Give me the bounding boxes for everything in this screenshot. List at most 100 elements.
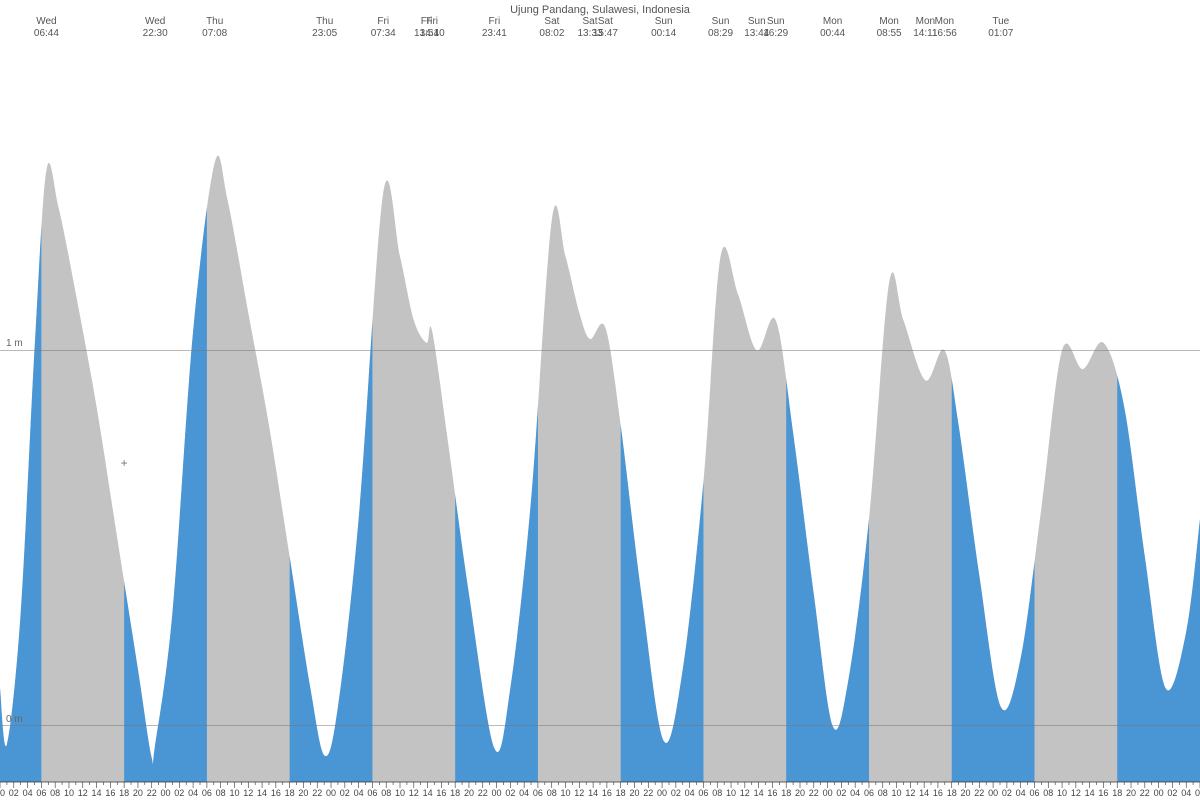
tide-event-time: 08:55 [869, 28, 909, 40]
tide-event-day: Mon [813, 16, 853, 28]
tide-event-label: Sun00:14 [644, 16, 684, 40]
x-hour-label: 14 [754, 788, 764, 798]
x-hour-label: 18 [450, 788, 460, 798]
x-hour-label: 08 [1043, 788, 1053, 798]
x-hour-label: 20 [133, 788, 143, 798]
tide-event-time: 08:02 [532, 28, 572, 40]
x-hour-label: 12 [409, 788, 419, 798]
tide-event-day: Sun [756, 16, 796, 28]
x-hour-label: 12 [243, 788, 253, 798]
tide-event-label: Tue21:56 [0, 16, 6, 40]
tide-event-time: 16:29 [756, 28, 796, 40]
x-hour-label: 06 [202, 788, 212, 798]
tide-event-time: 21:56 [0, 28, 6, 40]
x-hour-label: 20 [629, 788, 639, 798]
x-hour-label: 20 [795, 788, 805, 798]
tide-event-day: Wed [135, 16, 175, 28]
x-hour-label: 16 [105, 788, 115, 798]
x-hour-label: 04 [1016, 788, 1026, 798]
x-hour-label: 20 [298, 788, 308, 798]
tide-event-day: Sat [585, 16, 625, 28]
tide-event-time: 01:07 [981, 28, 1021, 40]
x-hour-label: 08 [381, 788, 391, 798]
x-hour-label: 04 [850, 788, 860, 798]
x-hour-label: 02 [671, 788, 681, 798]
tide-event-time: 00:44 [813, 28, 853, 40]
x-hour-label: 10 [229, 788, 239, 798]
x-hour-label: 22 [1140, 788, 1150, 798]
x-hour-label: 10 [1057, 788, 1067, 798]
tide-event-label: Wed22:30 [135, 16, 175, 40]
x-hour-label: 10 [561, 788, 571, 798]
tide-event-label: Wed06:44 [26, 16, 66, 40]
x-hour-label: 16 [1098, 788, 1108, 798]
x-hour-label: 04 [519, 788, 529, 798]
x-hour-label: 18 [1112, 788, 1122, 798]
x-hour-label: 02 [340, 788, 350, 798]
tide-event-day: Sat [532, 16, 572, 28]
x-hour-label: 12 [740, 788, 750, 798]
cursor-cross-icon: + [121, 456, 128, 470]
x-hour-label: 18 [119, 788, 129, 798]
tide-event-label: Sat08:02 [532, 16, 572, 40]
x-hour-label: 14 [257, 788, 267, 798]
x-hour-label: 22 [147, 788, 157, 798]
tide-event-time: 00:14 [644, 28, 684, 40]
x-hour-label: 12 [1071, 788, 1081, 798]
x-hour-label: 02 [1002, 788, 1012, 798]
tide-event-label: Sat15:47 [585, 16, 625, 40]
x-hour-label: 08 [878, 788, 888, 798]
tide-event-time: 23:05 [305, 28, 345, 40]
y-axis-label: 1 m [6, 338, 23, 349]
tide-event-time: 15:47 [585, 28, 625, 40]
x-hour-label: 16 [767, 788, 777, 798]
x-hour-label: 08 [712, 788, 722, 798]
x-hour-label: 04 [354, 788, 364, 798]
tide-event-day: Thu [305, 16, 345, 28]
x-hour-label: 14 [919, 788, 929, 798]
x-hour-label: 06 [1195, 788, 1200, 798]
x-hour-label: 22 [809, 788, 819, 798]
x-hour-label: 16 [602, 788, 612, 798]
x-hour-label: 18 [781, 788, 791, 798]
tide-event-label: Sun08:29 [701, 16, 741, 40]
x-hour-label: 00 [0, 788, 5, 798]
x-hour-label: 02 [9, 788, 19, 798]
tide-event-day: Tue [981, 16, 1021, 28]
x-hour-label: 04 [188, 788, 198, 798]
tide-event-label: Fri07:34 [363, 16, 403, 40]
tide-event-day: Fri [412, 16, 452, 28]
x-hour-label: 04 [23, 788, 33, 798]
x-hour-label: 14 [588, 788, 598, 798]
x-hour-label: 00 [988, 788, 998, 798]
x-hour-label: 12 [78, 788, 88, 798]
x-hour-label: 16 [271, 788, 281, 798]
tide-chart: Ujung Pandang, Sulawesi, Indonesia 0 m1 … [0, 0, 1200, 800]
x-hour-label: 00 [326, 788, 336, 798]
x-hour-label: 10 [395, 788, 405, 798]
x-hour-label: 16 [436, 788, 446, 798]
tide-event-day: Fri [474, 16, 514, 28]
tide-event-time: 07:34 [363, 28, 403, 40]
x-hour-label: 16 [933, 788, 943, 798]
x-hour-label: 00 [161, 788, 171, 798]
x-hour-label: 18 [616, 788, 626, 798]
x-hour-label: 06 [533, 788, 543, 798]
x-hour-label: 02 [836, 788, 846, 798]
x-hour-label: 02 [505, 788, 515, 798]
tide-event-label: Fri23:41 [474, 16, 514, 40]
x-hour-label: 12 [905, 788, 915, 798]
tide-event-label: Mon08:55 [869, 16, 909, 40]
x-hour-label: 10 [726, 788, 736, 798]
x-hour-label: 04 [685, 788, 695, 798]
tide-event-day: Sun [644, 16, 684, 28]
x-hour-label: 00 [492, 788, 502, 798]
x-hour-label: 00 [823, 788, 833, 798]
tide-event-label: Fri14:40 [412, 16, 452, 40]
x-hour-label: 06 [698, 788, 708, 798]
x-hour-label: 22 [478, 788, 488, 798]
x-hour-label: 22 [974, 788, 984, 798]
tide-event-day: Sun [701, 16, 741, 28]
tide-event-time: 23:41 [474, 28, 514, 40]
tide-event-day: Thu [195, 16, 235, 28]
